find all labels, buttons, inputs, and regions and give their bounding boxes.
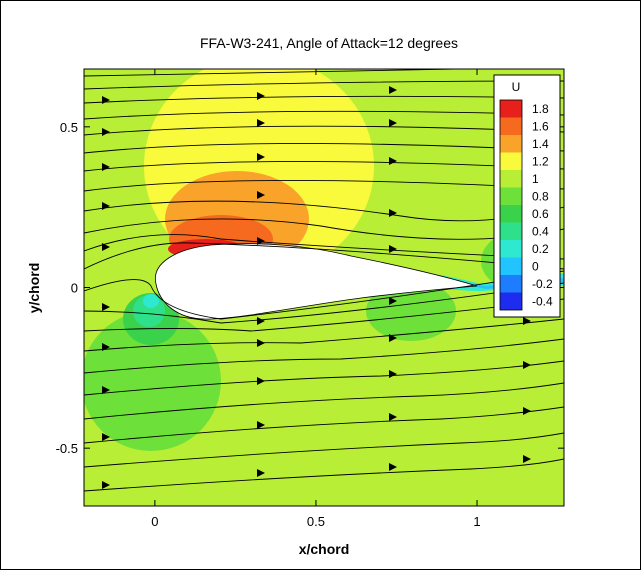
legend-swatch [500,292,522,310]
y-axis-label: y/chord [26,263,42,314]
contour-field [84,69,564,506]
legend-swatch [500,152,522,170]
y-tick-label: -0.5 [56,441,78,456]
legend-swatch [500,117,522,135]
legend-label: -0.2 [532,277,553,291]
legend-swatch [500,187,522,205]
stagnation-point [143,294,159,308]
legend-label: 0.8 [532,190,549,204]
legend-title: U [512,80,521,94]
streamline [84,110,564,120]
legend-label: 1 [532,172,539,186]
streamline [84,406,564,444]
legend-label: 0 [532,260,539,274]
chart-title: FFA-W3-241, Angle of Attack=12 degrees [200,35,458,51]
streamline [84,338,564,374]
legend-label: 1.8 [532,102,549,116]
legend-colorbar-border [499,99,523,311]
y-tick-label: 0.5 [60,120,78,135]
x-tick-label: 1 [473,514,480,529]
legend: U 1.8 1.6 1.4 1.2 1 0.8 0.6 0.4 0.2 0 -0.2 -0.4 [493,74,561,318]
x-axis-label: x/chord [299,541,350,557]
legend-swatch [500,222,522,240]
legend-label: 1.4 [532,137,549,151]
streamline [84,161,564,172]
streamline [84,69,473,77]
streamline [84,298,564,332]
airfoil [154,243,478,320]
legend-label: -0.4 [532,295,553,309]
legend-swatch [500,205,522,223]
streamline [84,360,564,396]
streamline [84,270,564,320]
x-tick-label: 0.5 [307,514,325,529]
streamline [84,458,564,492]
legend-swatch [500,257,522,275]
x-axis: 0 0.5 1 [151,69,481,529]
legend-swatch [500,100,522,118]
streamline [84,80,564,90]
streamline [84,95,564,104]
y-tick-label: 0 [71,281,78,296]
legend-label: 1.2 [532,155,549,169]
legend-swatch [500,275,522,293]
legend-swatch [500,240,522,258]
streamline [84,432,564,468]
streamline [84,234,564,260]
low-velocity-region-wake [366,281,456,341]
streamline [84,180,564,192]
streamline [84,242,564,270]
legend-swatch [500,170,522,188]
legend-swatch [500,135,522,153]
legend-label: 1.6 [532,120,549,134]
streamline [84,125,564,136]
legend-label: 0.2 [532,242,549,256]
legend-label: 0.4 [532,225,549,239]
legend-label: 0.6 [532,207,549,221]
streamline [84,382,564,420]
streamline [84,143,564,154]
streamline [84,318,564,352]
x-tick-label: 0 [151,514,158,529]
